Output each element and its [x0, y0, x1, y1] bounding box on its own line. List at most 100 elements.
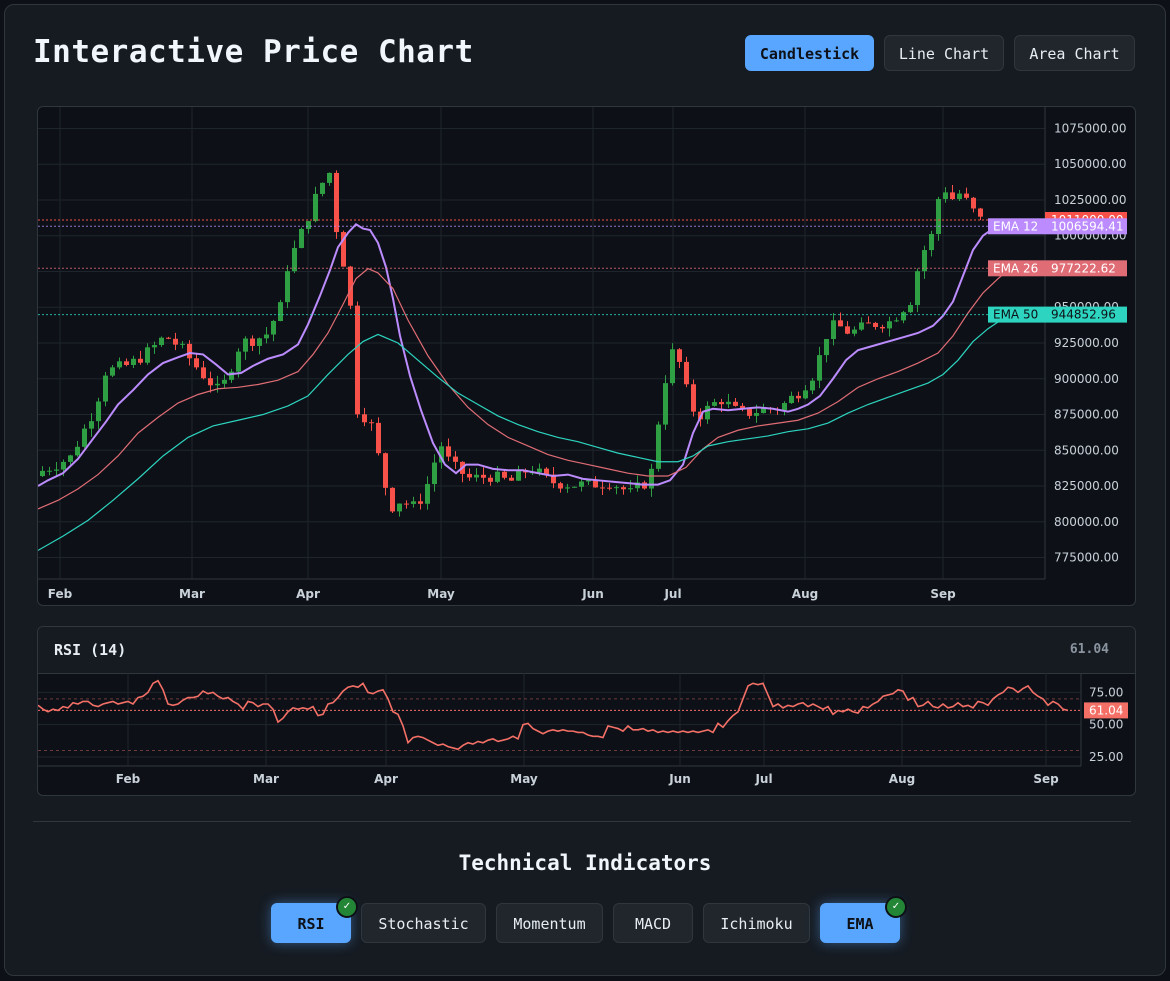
- candle-body: [299, 228, 304, 248]
- rsi-x-tick-label: Apr: [374, 772, 398, 786]
- candle-body: [670, 349, 675, 384]
- candle-body: [194, 358, 199, 368]
- candle-body: [845, 326, 850, 334]
- rsi-x-tick-label: Aug: [889, 772, 915, 786]
- ema-value-badge: [1045, 306, 1127, 323]
- candle-body: [313, 193, 318, 222]
- candle-body: [887, 321, 892, 329]
- candle-body: [936, 198, 941, 234]
- candle-body: [222, 379, 227, 384]
- candle-body: [614, 487, 619, 489]
- candle-body: [565, 487, 570, 489]
- candle-body: [404, 503, 409, 505]
- candle-body: [89, 421, 94, 429]
- candle-body: [215, 383, 220, 386]
- ema-line: [38, 267, 1011, 510]
- rsi-line: [38, 679, 1069, 751]
- price-chart[interactable]: 775000.00 800000.00 825000.00 850000.00 8750…: [38, 107, 1135, 605]
- ema-name-label: EMA 50: [993, 308, 1038, 322]
- page-title: Interactive Price Chart: [33, 34, 474, 70]
- candle-body: [943, 192, 948, 199]
- candle-body: [348, 266, 353, 306]
- candle-body: [327, 172, 332, 183]
- candle-body: [586, 479, 591, 482]
- candle-body: [950, 192, 955, 200]
- ema-indicator-button[interactable]: EMA ✓: [820, 896, 907, 943]
- rsi-x-tick-label: Jun: [668, 772, 691, 786]
- area-chart-button[interactable]: Area Chart: [1014, 35, 1135, 71]
- candle-body: [481, 474, 486, 478]
- rsi-current-value: 61.04: [1069, 642, 1109, 657]
- candle-body: [600, 487, 605, 489]
- candle-body: [978, 208, 983, 217]
- candle-body: [236, 351, 241, 372]
- candle-body: [362, 414, 367, 423]
- rsi-title: RSI (14): [54, 641, 127, 659]
- candle-body: [47, 470, 52, 472]
- candle-body: [740, 405, 745, 410]
- x-tick-label: Aug: [792, 587, 818, 601]
- momentum-indicator-button[interactable]: Momentum: [496, 903, 603, 943]
- candle-body: [145, 347, 150, 363]
- candle-body: [68, 455, 73, 462]
- line-chart-button[interactable]: Line Chart: [884, 35, 1004, 71]
- rsi-chart[interactable]: 75.00 50.00 25.00 Feb Mar Apr May Jun Jul Aug Sep 6…: [38, 673, 1135, 795]
- ema-line: [38, 313, 1011, 551]
- candle-body: [180, 343, 185, 345]
- momentum-indicator-label: Momentum: [513, 915, 586, 933]
- candle-body: [789, 395, 794, 404]
- ema-value-label: 1006594.41: [1051, 219, 1124, 233]
- candle-body: [138, 358, 143, 363]
- candle-body: [901, 312, 906, 321]
- candle-body: [54, 469, 59, 471]
- candle-body: [390, 487, 395, 512]
- x-tick-label: Sep: [930, 587, 956, 601]
- candle-body: [292, 247, 297, 272]
- macd-indicator-label: MACD: [634, 915, 672, 933]
- candle-body: [278, 302, 283, 321]
- candle-body: [425, 484, 430, 504]
- rsi-indicator-button[interactable]: RSI ✓: [271, 896, 358, 943]
- y-tick-label: 825000.00: [1054, 479, 1119, 493]
- candle-body: [796, 395, 801, 399]
- price-chart-panel[interactable]: 775000.00 800000.00 825000.00 850000.00 8750…: [37, 106, 1136, 606]
- candle-body: [341, 232, 346, 267]
- candle-body: [110, 367, 115, 376]
- x-tick-label: Feb: [48, 587, 73, 601]
- candle-body: [355, 305, 360, 415]
- macd-indicator-button[interactable]: MACD: [613, 903, 693, 943]
- candle-body: [502, 471, 507, 478]
- rsi-indicator-label: RSI: [297, 915, 325, 933]
- candle-body: [656, 424, 661, 469]
- candle-body: [880, 326, 885, 329]
- stochastic-indicator-button[interactable]: Stochastic: [361, 903, 486, 943]
- y-tick-label: 1025000.00: [1054, 193, 1127, 207]
- candle-body: [691, 384, 696, 412]
- ichimoku-indicator-button[interactable]: Ichimoku: [703, 903, 810, 943]
- candle-body: [964, 193, 969, 198]
- candle-body: [719, 402, 724, 405]
- candle-body: [852, 329, 857, 334]
- candle-body: [726, 401, 731, 405]
- candle-body: [229, 371, 234, 380]
- candle-body: [572, 486, 577, 488]
- candle-body: [754, 413, 759, 416]
- candle-body: [40, 470, 45, 477]
- candlestick-button[interactable]: Candlestick: [745, 35, 874, 71]
- candle-body: [579, 481, 584, 487]
- rsi-y-tick-label: 50.00: [1089, 718, 1123, 732]
- candle-body: [810, 380, 815, 391]
- candle-body: [859, 322, 864, 330]
- candle-body: [663, 383, 668, 425]
- rsi-header: RSI (14) 61.04: [38, 627, 1135, 674]
- candle-body: [621, 487, 626, 490]
- y-tick-label: 1050000.00: [1054, 157, 1127, 171]
- candle-body: [747, 409, 752, 416]
- candle-body: [733, 401, 738, 406]
- candle-body: [152, 345, 157, 348]
- candle-body: [271, 320, 276, 335]
- candle-body: [397, 503, 402, 512]
- candle-body: [208, 378, 213, 386]
- candle-body: [558, 483, 563, 489]
- candle-body: [453, 456, 458, 462]
